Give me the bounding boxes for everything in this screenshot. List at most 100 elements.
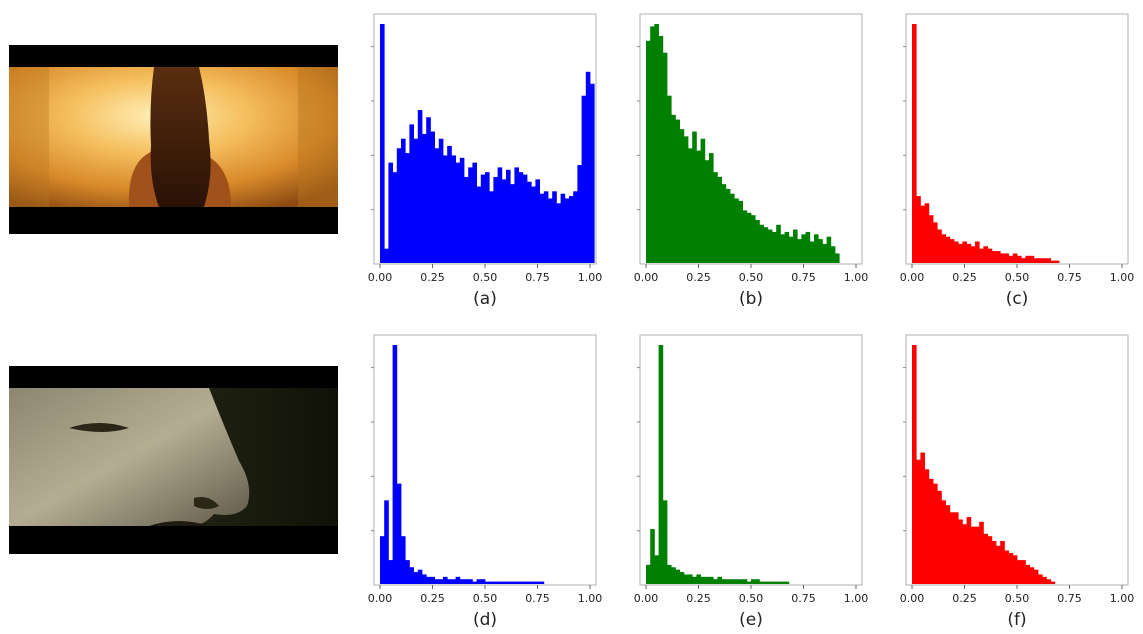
histogram-bar	[1038, 258, 1043, 263]
histogram-bar	[581, 95, 587, 263]
histogram-bar	[590, 83, 595, 263]
histogram-bar	[734, 579, 739, 584]
histogram-bar	[996, 251, 1001, 263]
histogram-bar	[1038, 574, 1043, 584]
histogram-bar	[552, 191, 557, 263]
histogram-bar	[983, 533, 988, 584]
histogram-bar	[949, 512, 955, 584]
histogram-bar	[1046, 258, 1051, 263]
histogram-bar	[430, 131, 435, 263]
histogram-bar	[683, 136, 689, 263]
histogram-bar	[539, 193, 545, 263]
histogram-bar	[493, 176, 498, 263]
histogram-bar	[730, 193, 735, 263]
histogram-bar	[1021, 258, 1026, 263]
histogram-bar	[704, 160, 710, 263]
histogram-bar	[531, 186, 536, 263]
histogram-bar	[755, 219, 760, 263]
histogram-bar	[497, 581, 503, 584]
histogram-bar	[920, 452, 925, 584]
histogram-bar	[564, 198, 570, 263]
histogram-bar	[443, 155, 448, 263]
histogram-bar	[1000, 253, 1005, 263]
histogram-bar	[683, 574, 689, 584]
histogram-bar	[725, 188, 731, 263]
histogram-bar	[401, 536, 406, 584]
histogram-bar	[409, 124, 414, 263]
x-tick-label: 0.50	[739, 271, 764, 284]
x-tick-label: 0.75	[525, 592, 550, 605]
histogram-bar	[413, 138, 419, 263]
histogram-bar	[650, 529, 655, 584]
histogram-bar	[751, 215, 756, 263]
x-tick-label: 0.00	[634, 271, 659, 284]
histogram-bar	[1004, 253, 1009, 263]
histogram-bar	[830, 246, 836, 263]
histogram-bar	[409, 567, 414, 584]
histogram-bar	[413, 572, 419, 584]
axes-frame	[905, 13, 1129, 265]
histogram-bar	[485, 172, 490, 263]
histogram-bar	[991, 251, 997, 263]
histogram-bar	[514, 167, 519, 263]
histogram-bar	[417, 569, 423, 584]
histogram-bar	[1046, 579, 1051, 584]
histogram-bar	[692, 131, 697, 263]
woman-back-image	[9, 67, 338, 207]
histogram-bar	[654, 24, 659, 263]
histogram-bar	[675, 569, 680, 584]
histogram-bar	[1033, 569, 1039, 584]
histogram-bar	[443, 576, 448, 584]
x-tick-label: 0.75	[1057, 592, 1082, 605]
histogram-bar	[679, 129, 685, 263]
histogram-bar	[954, 512, 959, 584]
histogram-bar	[654, 555, 659, 584]
histogram-bar	[577, 165, 582, 263]
x-tick-label: 0.50	[1005, 592, 1030, 605]
axes-frame	[639, 334, 863, 586]
histogram-bar	[979, 248, 984, 263]
x-tick-label: 1.00	[844, 271, 869, 284]
histogram-bar	[920, 205, 925, 263]
histogram-bar	[1029, 567, 1035, 584]
histogram-bar	[945, 236, 951, 263]
x-tick-label: 0.00	[900, 592, 925, 605]
histogram-bar	[585, 71, 591, 263]
x-tick-label: 0.75	[1057, 271, 1082, 284]
histogram-bar	[396, 148, 402, 263]
histogram-bar	[1017, 255, 1022, 263]
histogram-bar	[805, 231, 811, 263]
histogram-bar	[1008, 552, 1014, 584]
x-tick-label: 1.00	[578, 271, 603, 284]
histogram-bar	[784, 231, 790, 263]
histogram-bar	[514, 581, 519, 584]
histogram-bar	[928, 478, 934, 584]
histogram-bar	[658, 345, 664, 584]
histogram-bar	[937, 490, 942, 584]
histogram-bar	[476, 579, 482, 584]
histogram-bar	[667, 564, 672, 584]
histogram-bar	[405, 560, 410, 584]
histogram-bar	[826, 236, 832, 263]
histogram-bar	[527, 581, 532, 584]
histogram-bar	[991, 540, 997, 584]
histogram-bar	[522, 581, 528, 584]
histogram-bar	[692, 576, 697, 584]
histogram-bar	[949, 239, 955, 263]
histogram-bar	[1012, 555, 1018, 584]
histogram-bar	[380, 24, 385, 263]
histogram-bar	[518, 172, 524, 263]
histogram-panel: 0.00 0.25 0.50 0.75 1.00 (b)	[634, 13, 869, 309]
histogram-bar	[958, 519, 963, 584]
histogram-bar	[1008, 255, 1014, 263]
histogram-bar	[962, 241, 967, 263]
histogram-bar	[709, 576, 714, 584]
x-tick-label: 0.75	[791, 271, 816, 284]
histogram-bar	[422, 574, 427, 584]
x-tick-label: 0.00	[368, 271, 393, 284]
histogram-bar	[725, 579, 731, 584]
histogram-bar	[780, 234, 785, 263]
histogram-bar	[937, 229, 942, 263]
histogram-bar	[1025, 564, 1030, 584]
